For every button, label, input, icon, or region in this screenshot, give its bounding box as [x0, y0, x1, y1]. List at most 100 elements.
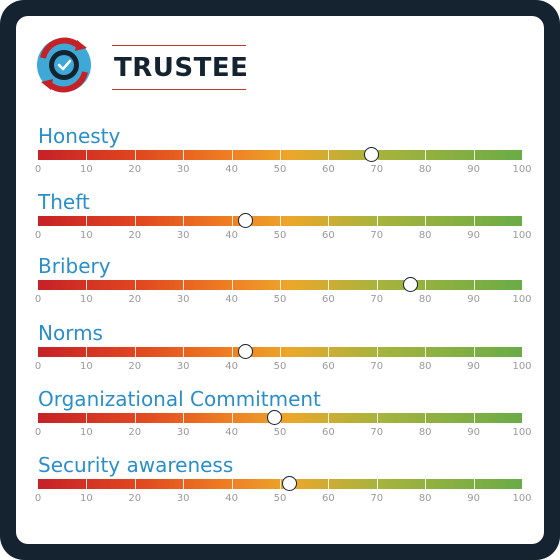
score-slider-handle[interactable] [238, 213, 254, 228]
scale-tick-label: 70 [370, 294, 384, 305]
metric-row: Organizational Commitment 0 10 20 30 40 50 60 70… [16, 387, 544, 451]
track-divider [86, 347, 88, 357]
track-divider [134, 347, 136, 357]
track-divider [86, 413, 88, 423]
track-divider [376, 280, 378, 290]
track-divider [183, 347, 185, 357]
track-divider [473, 150, 475, 160]
track-divider [425, 413, 427, 423]
track-divider [86, 150, 88, 160]
score-slider-handle[interactable] [402, 277, 418, 292]
scale-tick-label: 20 [128, 493, 142, 504]
metric-row: Theft 0 10 20 30 40 50 60 70 80 90 100 [16, 190, 544, 254]
scale-tick-label: 10 [80, 294, 93, 305]
track-divider [280, 280, 281, 290]
score-slider-handle[interactable] [281, 476, 297, 491]
track-divider [473, 216, 475, 226]
scale-tick-label: 100 [512, 230, 532, 241]
scale-tick-label: 80 [418, 164, 432, 175]
scale-tick-label: 40 [225, 427, 238, 438]
scale-tick-label: 70 [370, 164, 384, 175]
track-divider [183, 413, 185, 423]
metric-label: Organizational Commitment [38, 387, 321, 411]
scale-tick-label: 90 [467, 164, 480, 175]
track-divider [183, 479, 185, 489]
scale-tick-label: 40 [225, 230, 238, 241]
track-divider [134, 280, 136, 290]
brand-name: TRUSTEE [114, 53, 249, 83]
track-divider [425, 347, 427, 357]
scale-tick-label: 80 [418, 230, 432, 241]
track-divider [231, 216, 233, 226]
metric-row: Bribery 0 10 20 30 40 50 60 70 80 90 100 [16, 254, 544, 318]
scale-tick-label: 80 [418, 294, 432, 305]
scale-tick-label: 20 [128, 164, 142, 175]
scale-tick-label: 50 [273, 164, 287, 175]
track-divider [425, 150, 427, 160]
scale-tick-label: 60 [322, 361, 335, 372]
scale-tick-label: 70 [370, 230, 384, 241]
scale-tick-label: 80 [418, 361, 432, 372]
scale-tick-label: 10 [80, 164, 93, 175]
track-divider [328, 280, 330, 290]
track-divider [183, 150, 185, 160]
scale-tick-label: 80 [418, 493, 432, 504]
scale-tick-label: 0 [34, 361, 42, 372]
track-divider [134, 479, 136, 489]
track-divider [425, 479, 427, 489]
track-divider [231, 413, 233, 423]
scale-tick-label: 100 [512, 294, 532, 305]
metric-label: Honesty [38, 124, 121, 148]
score-slider-track[interactable] [38, 280, 522, 290]
scale-tick-label: 20 [128, 294, 142, 305]
brand-line-top [112, 45, 246, 46]
scale-tick-label: 100 [512, 164, 532, 175]
track-divider [231, 347, 233, 357]
scale-tick-label: 20 [128, 361, 142, 372]
track-divider [376, 413, 378, 423]
scale-tick-label: 30 [176, 230, 190, 241]
scale-tick-label: 30 [176, 294, 190, 305]
brand: TRUSTEE [112, 45, 249, 91]
track-divider [376, 216, 378, 226]
score-slider-track[interactable] [38, 479, 522, 489]
track-divider [328, 479, 330, 489]
score-slider-track[interactable] [38, 150, 522, 160]
scale-tick-label: 0 [34, 493, 42, 504]
scale-tick-label: 10 [80, 493, 93, 504]
track-divider [86, 280, 88, 290]
scale-tick-label: 50 [273, 361, 287, 372]
scale-tick-label: 40 [225, 361, 238, 372]
track-divider [231, 479, 233, 489]
scale-tick-label: 60 [322, 294, 335, 305]
scale-tick-label: 90 [467, 361, 480, 372]
scale-tick-label: 90 [467, 493, 480, 504]
scale-tick-label: 10 [80, 361, 93, 372]
scale-tick-label: 0 [34, 427, 42, 438]
score-slider-handle[interactable] [238, 344, 254, 359]
scale-tick-label: 80 [418, 427, 432, 438]
scale-tick-label: 40 [225, 294, 238, 305]
scale-tick-label: 40 [225, 493, 238, 504]
track-divider [86, 479, 88, 489]
scale-tick-label: 100 [512, 361, 532, 372]
scale-tick-label: 90 [467, 230, 480, 241]
score-slider-track[interactable] [38, 347, 522, 357]
scale-tick-label: 0 [34, 230, 42, 241]
scale-tick-label: 50 [273, 230, 287, 241]
scale-tick-label: 100 [512, 427, 532, 438]
metric-label: Security awareness [38, 453, 234, 477]
track-divider [425, 280, 427, 290]
track-divider [280, 216, 281, 226]
score-slider-handle[interactable] [363, 147, 379, 162]
scale-tick-label: 70 [370, 493, 384, 504]
scale-tick-label: 20 [128, 427, 142, 438]
score-slider-handle[interactable] [267, 410, 283, 425]
track-divider [231, 280, 233, 290]
track-divider [231, 150, 233, 160]
track-divider [183, 280, 185, 290]
scale-tick-label: 10 [80, 230, 93, 241]
track-divider [473, 347, 475, 357]
score-slider-track[interactable] [38, 216, 522, 226]
track-divider [473, 280, 475, 290]
